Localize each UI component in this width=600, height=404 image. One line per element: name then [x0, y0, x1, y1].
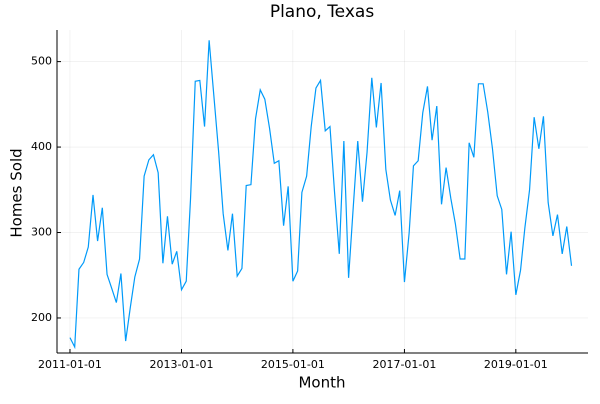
x-axis-label: Month — [298, 374, 345, 392]
chart-title: Plano, Texas — [270, 2, 375, 22]
y-tick-label: 500 — [31, 55, 52, 68]
y-tick-label: 300 — [31, 226, 52, 239]
data-line — [69, 40, 573, 350]
x-tick-label: 2017-01-01 — [372, 358, 436, 371]
x-tick-label: 2019-01-01 — [484, 358, 548, 371]
x-tick-label: 2011-01-01 — [38, 358, 102, 371]
x-tick-label: 2015-01-01 — [261, 358, 325, 371]
y-tick-label: 400 — [31, 140, 52, 153]
y-axis-label: Homes Sold — [8, 148, 26, 237]
y-tick-label: 200 — [31, 311, 52, 324]
x-tick-label: 2013-01-01 — [150, 358, 214, 371]
